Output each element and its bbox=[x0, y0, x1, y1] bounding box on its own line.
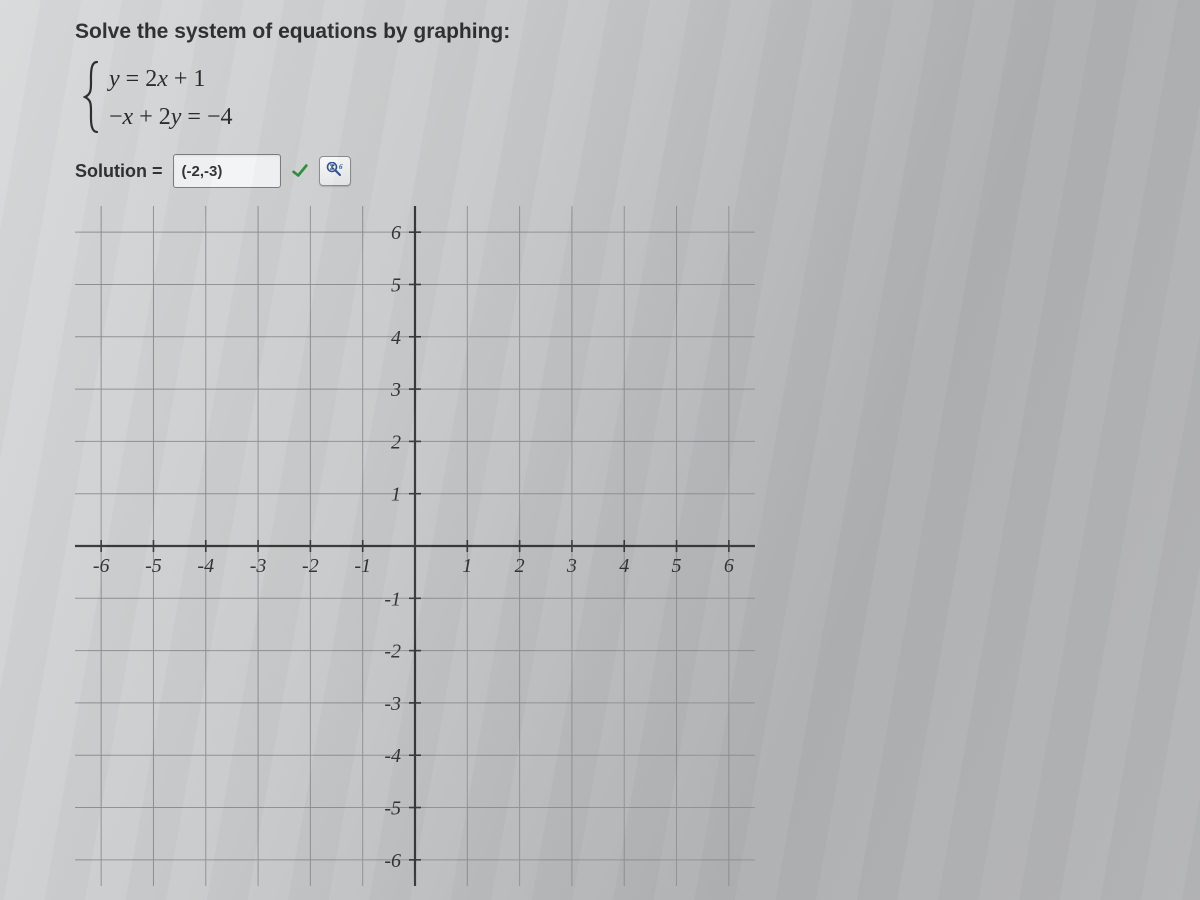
question-title: Solve the system of equations by graphin… bbox=[75, 20, 1200, 44]
checkmark-icon bbox=[291, 162, 309, 180]
solution-label: Solution = bbox=[75, 161, 163, 182]
solution-value: (-2,-3) bbox=[182, 163, 223, 180]
svg-text:1: 1 bbox=[462, 555, 472, 577]
format-preview-button[interactable]: 6 bbox=[319, 156, 351, 186]
svg-text:-4: -4 bbox=[197, 555, 214, 577]
coordinate-grid: -6 -6 -5 -5 -4 -4 -3 -3 -2 -2 -1 -1 1 1 2 2 3 3 4 4 5 5 6 6 bbox=[75, 206, 755, 886]
svg-text:-1: -1 bbox=[354, 555, 371, 577]
svg-text:6: 6 bbox=[391, 222, 401, 244]
svg-text:-5: -5 bbox=[145, 555, 162, 577]
equation-system: y = 2x + 1 −x + 2y = −4 bbox=[89, 62, 1200, 132]
solution-input[interactable]: (-2,-3) bbox=[173, 154, 281, 188]
svg-text:-5: -5 bbox=[384, 798, 401, 820]
svg-text:3: 3 bbox=[566, 555, 577, 577]
svg-text:2: 2 bbox=[391, 431, 401, 453]
svg-text:-4: -4 bbox=[384, 745, 401, 767]
svg-text:3: 3 bbox=[390, 379, 401, 401]
svg-text:1: 1 bbox=[391, 484, 401, 506]
svg-text:5: 5 bbox=[391, 274, 401, 296]
svg-text:6: 6 bbox=[724, 555, 734, 577]
svg-text:5: 5 bbox=[672, 555, 682, 577]
svg-text:-3: -3 bbox=[250, 555, 267, 577]
svg-text:-2: -2 bbox=[302, 555, 319, 577]
equation-2: −x + 2y = −4 bbox=[109, 100, 232, 134]
brace-icon bbox=[83, 60, 103, 134]
svg-text:6: 6 bbox=[339, 163, 343, 171]
svg-text:-2: -2 bbox=[384, 641, 401, 663]
svg-text:4: 4 bbox=[391, 327, 401, 349]
sigma-preview-icon: 6 bbox=[325, 162, 345, 180]
equation-1: y = 2x + 1 bbox=[109, 62, 232, 96]
svg-text:-6: -6 bbox=[93, 555, 110, 577]
svg-text:4: 4 bbox=[619, 555, 629, 577]
svg-text:-6: -6 bbox=[384, 850, 401, 872]
svg-text:2: 2 bbox=[515, 555, 525, 577]
svg-text:-1: -1 bbox=[384, 588, 401, 610]
svg-text:-3: -3 bbox=[384, 693, 401, 715]
